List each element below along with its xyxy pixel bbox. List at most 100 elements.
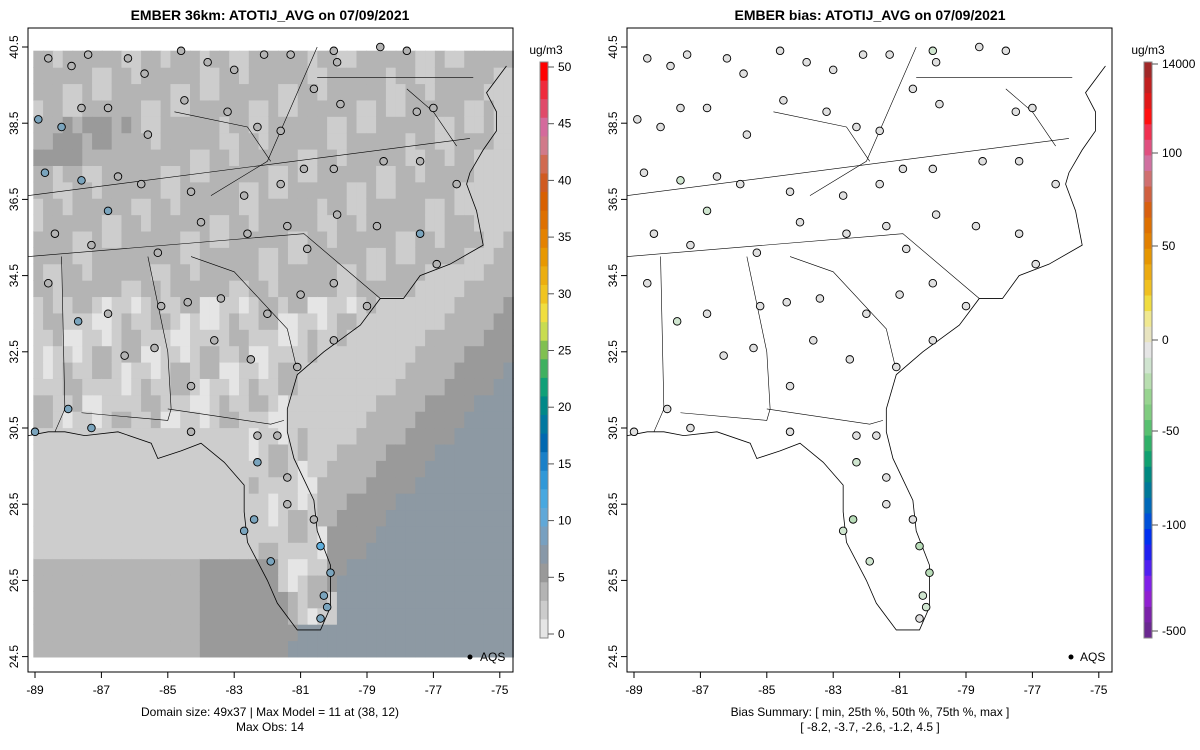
model-grid-cell — [170, 116, 181, 134]
model-grid-cell — [199, 198, 211, 216]
model-grid-cell — [307, 99, 319, 117]
model-grid-cell — [180, 99, 191, 117]
model-grid-cell — [356, 591, 368, 609]
model-grid-cell — [170, 640, 181, 658]
model-grid-cell — [150, 263, 162, 281]
station-marker — [316, 541, 325, 551]
model-grid-cell — [238, 345, 250, 363]
colorbar-swatch — [540, 452, 548, 472]
model-grid-cell — [385, 263, 397, 281]
model-grid-cell — [121, 378, 132, 396]
x-tick-label: -83 — [825, 683, 843, 697]
model-grid-cell — [238, 509, 250, 527]
colorbar-swatch — [1144, 311, 1152, 328]
station-marker — [77, 176, 86, 185]
model-grid-cell — [72, 50, 83, 68]
model-grid-cell — [278, 345, 289, 363]
model-grid-cell — [258, 509, 270, 527]
model-grid-cell — [248, 148, 260, 166]
model-grid-cell — [131, 165, 142, 183]
model-grid-cell — [111, 214, 123, 232]
model-grid-cell — [62, 247, 74, 265]
model-grid-cell — [92, 148, 103, 166]
model-grid-cell — [209, 640, 221, 658]
y-tick-label: 38.5 — [606, 111, 620, 135]
model-grid-cell — [346, 99, 358, 117]
model-grid-cell — [141, 116, 152, 134]
model-grid-cell — [434, 542, 446, 560]
model-grid-cell — [219, 460, 230, 478]
model-grid-cell — [493, 476, 505, 494]
model-grid-cell — [199, 443, 211, 461]
model-grid-cell — [366, 67, 377, 85]
model-grid-cell — [52, 263, 64, 281]
model-grid-cell — [376, 83, 387, 101]
station-marker — [915, 541, 924, 551]
model-grid-cell — [52, 525, 64, 543]
model-grid-cell — [425, 247, 436, 265]
model-grid-cell — [180, 132, 191, 150]
model-grid-cell — [219, 312, 230, 330]
model-grid-cell — [297, 509, 309, 527]
model-grid-cell — [248, 542, 260, 560]
model-grid-cell — [121, 280, 132, 298]
model-grid-cell — [92, 476, 103, 494]
model-grid-cell — [493, 525, 505, 543]
model-grid-cell — [356, 411, 368, 429]
model-grid-cell — [278, 165, 289, 183]
model-grid-cell — [62, 476, 74, 494]
station-marker — [822, 107, 831, 117]
model-grid-cell — [52, 148, 64, 166]
model-grid-cell — [238, 280, 250, 298]
model-grid-cell — [385, 361, 397, 379]
model-grid-cell — [72, 329, 83, 347]
model-grid-cell — [474, 509, 485, 527]
model-grid-cell — [62, 165, 74, 183]
model-grid-cell — [92, 280, 103, 298]
model-grid-cell — [150, 50, 162, 68]
model-grid-cell — [395, 165, 407, 183]
model-grid-cell — [415, 591, 426, 609]
model-grid-cell — [366, 460, 377, 478]
model-grid-cell — [238, 443, 250, 461]
model-grid-cell — [141, 591, 152, 609]
model-grid-cell — [258, 542, 270, 560]
colorbar-tick-label: 30 — [558, 287, 572, 301]
model-grid-cell — [287, 574, 299, 592]
model-grid-cell — [366, 427, 377, 445]
model-grid-cell — [199, 493, 211, 511]
model-grid-cell — [287, 132, 299, 150]
model-grid-cell — [376, 427, 387, 445]
model-grid-cell — [190, 99, 201, 117]
model-grid-cell — [287, 509, 299, 527]
model-grid-cell — [434, 591, 446, 609]
model-grid-cell — [483, 591, 495, 609]
model-grid-cell — [307, 361, 319, 379]
colorbar-swatch — [1144, 357, 1152, 374]
model-grid-cell — [366, 263, 377, 281]
model-grid-cell — [121, 132, 132, 150]
model-grid-cell — [454, 640, 465, 658]
model-grid-cell — [474, 263, 485, 281]
model-grid-cell — [238, 427, 250, 445]
station-marker — [978, 157, 987, 166]
model-grid-cell — [160, 640, 172, 658]
model-grid-cell — [33, 460, 44, 478]
model-grid-cell — [101, 83, 113, 101]
model-grid-cell — [150, 574, 162, 592]
model-grid-cell — [150, 181, 162, 199]
model-grid-cell — [376, 411, 387, 429]
model-grid-cell — [287, 493, 299, 511]
model-grid-cell — [190, 345, 201, 363]
model-grid-cell — [72, 378, 83, 396]
y-tick-label: 40.5 — [606, 35, 620, 59]
model-grid-cell — [278, 67, 289, 85]
model-grid-cell — [160, 116, 172, 134]
station-marker — [782, 298, 791, 307]
model-grid-cell — [415, 230, 426, 248]
model-grid-cell — [131, 476, 142, 494]
model-grid-cell — [336, 542, 348, 560]
model-grid-cell — [444, 345, 456, 363]
model-grid-cell — [474, 83, 485, 101]
state-border — [809, 46, 917, 196]
